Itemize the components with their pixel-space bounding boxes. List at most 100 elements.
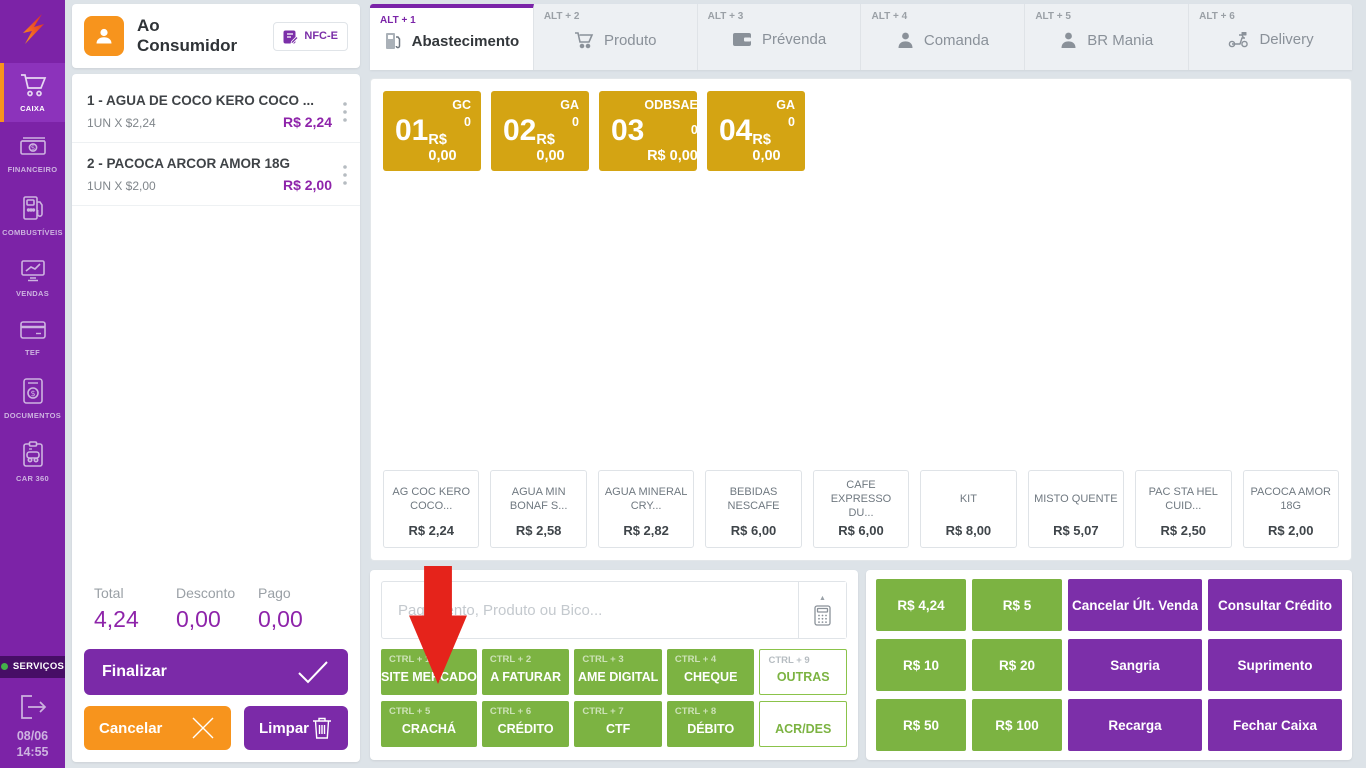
close-register-button[interactable]: Fechar Caixa (1208, 699, 1342, 751)
pay-button-debito[interactable]: CTRL + 8 DÉBITO (666, 701, 755, 747)
finalizar-button[interactable]: Finalizar (84, 649, 348, 695)
pump-fuel-code: GC (452, 98, 471, 112)
cash-button-50[interactable]: R$ 50 (876, 699, 966, 751)
check-icon (296, 659, 330, 685)
pump-number: 04 (719, 114, 753, 147)
sangria-button[interactable]: Sangria (1068, 639, 1202, 691)
limpar-button[interactable]: Limpar (244, 706, 348, 750)
pay-button-acrdes[interactable]: ACR/DES (759, 701, 847, 747)
quick-product[interactable]: AGUA MIN BONAF S... R$ 2,58 (490, 470, 587, 548)
tab-brmania[interactable]: ALT + 5 BR Mania (1025, 4, 1190, 70)
sidebar-item-car360[interactable]: CAR 360 (0, 431, 65, 492)
desconto-value: 0,00 (176, 606, 221, 632)
main-area: ALT + 1 Abastecimento ALT + 2 (370, 4, 1352, 760)
cancel-last-sale-button[interactable]: Cancelar Últ. Venda (1068, 579, 1202, 631)
pay-button-cracha[interactable]: CTRL + 5 CRACHÁ (381, 701, 477, 747)
x-icon (190, 715, 216, 741)
pay-button-outras[interactable]: CTRL + 9 OUTRAS (759, 649, 847, 695)
pump-number: 01 (395, 114, 429, 147)
total-value: 4,24 (94, 606, 139, 632)
quick-product[interactable]: PACOCA AMOR 18G R$ 2,00 (1242, 470, 1339, 548)
sidebar-item-vendas[interactable]: VENDAS (0, 248, 65, 307)
recarga-button[interactable]: Recarga (1068, 699, 1202, 751)
quick-product[interactable]: MISTO QUENTE R$ 5,07 (1027, 470, 1125, 548)
trash-icon (311, 715, 333, 741)
sidebar-item-financeiro[interactable]: $ FINANCEIRO (0, 124, 65, 183)
pump-count: 0 (464, 115, 471, 129)
pump-tile-04[interactable]: 04 GA 0 R$ 0,00 (707, 91, 805, 171)
logout-icon[interactable] (15, 690, 51, 724)
pump-tile-02[interactable]: 02 GA 0 R$ 0,00 (491, 91, 589, 171)
tab-delivery[interactable]: ALT + 6 Delivery (1189, 4, 1352, 70)
pump-count: 0 (788, 115, 795, 129)
tab-shortcut: ALT + 3 (707, 11, 744, 22)
sidebar-item-documentos[interactable]: $ DOCUMENTOS (0, 368, 65, 429)
product-name: AGUA MIN BONAF S... (509, 485, 568, 512)
mode-tabbar: ALT + 1 Abastecimento ALT + 2 (370, 4, 1352, 70)
delivery-scooter-icon (1227, 31, 1249, 48)
quick-product[interactable]: BEBIDAS NESCAFE R$ 6,00 (705, 470, 802, 548)
tab-shortcut: ALT + 2 (543, 11, 580, 22)
tab-label: BR Mania (1087, 31, 1154, 49)
desconto-label: Desconto (176, 585, 236, 601)
payment-method-grid: CTRL + 1 SITE MERCADO CTRL + 2 A FATURAR… (381, 649, 847, 747)
pay-button-credito[interactable]: CTRL + 6 CRÉDITO (481, 701, 570, 747)
card-icon (17, 317, 49, 343)
servicos-status-bar[interactable]: SERVIÇOS (0, 655, 65, 678)
product-price: R$ 2,24 (408, 523, 454, 538)
sidebar-item-tef[interactable]: TEF (0, 309, 65, 366)
tab-prevenda[interactable]: ALT + 3 Prévenda (697, 4, 862, 70)
cancelar-label: Cancelar (99, 719, 163, 737)
search-input[interactable] (382, 582, 798, 638)
pump-tile-03[interactable]: 03 ODBSAE 0 R$ 0,00 (599, 91, 698, 171)
pump-value: R$ 0,00 (536, 132, 565, 164)
car-clipboard-icon (17, 439, 49, 469)
cash-button-5[interactable]: R$ 5 (972, 579, 1062, 631)
sidebar-item-label: COMBUSTÍVEIS (2, 228, 63, 237)
pago-value: 0,00 (258, 606, 303, 632)
cart-item[interactable]: 2 - PACOCA ARCOR AMOR 18G 1UN X $2,00 R$… (72, 143, 360, 206)
tab-produto[interactable]: ALT + 2 Produto (533, 4, 698, 70)
sidebar-item-label: TEF (24, 348, 41, 357)
current-time: 14:55 (16, 744, 49, 759)
quick-product[interactable]: CAFE EXPRESSO DU... R$ 6,00 (812, 470, 910, 548)
consult-credit-button[interactable]: Consultar Crédito (1208, 579, 1342, 631)
cash-button-100[interactable]: R$ 100 (972, 699, 1062, 751)
pump-tile-01[interactable]: 01 GC 0 R$ 0,00 (383, 91, 481, 171)
quick-product[interactable]: AGUA MINERAL CRY... R$ 2,82 (597, 470, 695, 548)
cash-button-10[interactable]: R$ 10 (876, 639, 966, 691)
cart-icon (574, 31, 594, 49)
svg-text:$: $ (30, 144, 34, 152)
finalizar-label: Finalizar (102, 663, 167, 680)
nfce-badge[interactable]: NFC-E (273, 21, 348, 51)
tab-comanda[interactable]: ALT + 4 Comanda (861, 4, 1026, 70)
cash-button-20[interactable]: R$ 20 (972, 639, 1062, 691)
sidebar-item-caixa[interactable]: CAIXA (0, 63, 65, 122)
pay-button-ctf[interactable]: CTRL + 7 CTF (574, 701, 662, 747)
product-price: R$ 2,50 (1160, 523, 1207, 538)
cash-button-exact[interactable]: R$ 4,24 (876, 579, 966, 631)
person-icon (897, 31, 914, 49)
calculator-button[interactable]: ▲ (798, 582, 846, 638)
product-price: R$ 2,82 (623, 523, 669, 538)
suprimento-button[interactable]: Suprimento (1208, 639, 1342, 691)
quick-product[interactable]: AG COC KERO COCO... R$ 2,24 (383, 470, 480, 548)
quick-product[interactable]: KIT R$ 8,00 (920, 470, 1017, 548)
item-menu-icon[interactable] (338, 93, 352, 130)
item-menu-icon[interactable] (338, 156, 352, 193)
customer-header: Ao Consumidor NFC-E (72, 4, 360, 68)
pump-product-panel: 01 GC 0 R$ 0,00 02 GA 0 R$ 0,00 (370, 78, 1352, 561)
pay-button-site-mercado[interactable]: CTRL + 1 SITE MERCADO (381, 649, 477, 695)
tab-abastecimento[interactable]: ALT + 1 Abastecimento (370, 4, 534, 70)
product-price: R$ 6,00 (838, 523, 884, 538)
sidebar-item-combustiveis[interactable]: COMBUSTÍVEIS (0, 185, 65, 246)
pay-button-cheque[interactable]: CTRL + 4 CHEQUE (666, 649, 755, 695)
product-name: PACOCA AMOR 18G (1250, 485, 1331, 512)
cart-item[interactable]: 1 - AGUA DE COCO KERO COCO ... 1UN X $2,… (72, 80, 360, 143)
quick-product[interactable]: PAC STA HEL CUID... R$ 2,50 (1135, 470, 1232, 548)
pay-button-ame-digital[interactable]: CTRL + 3 AME DIGITAL (574, 649, 662, 695)
cancelar-button[interactable]: Cancelar (84, 706, 231, 750)
pump-value: R$ 0,00 (428, 132, 457, 164)
wallet-icon (732, 31, 752, 48)
pay-button-a-faturar[interactable]: CTRL + 2 A FATURAR (481, 649, 570, 695)
